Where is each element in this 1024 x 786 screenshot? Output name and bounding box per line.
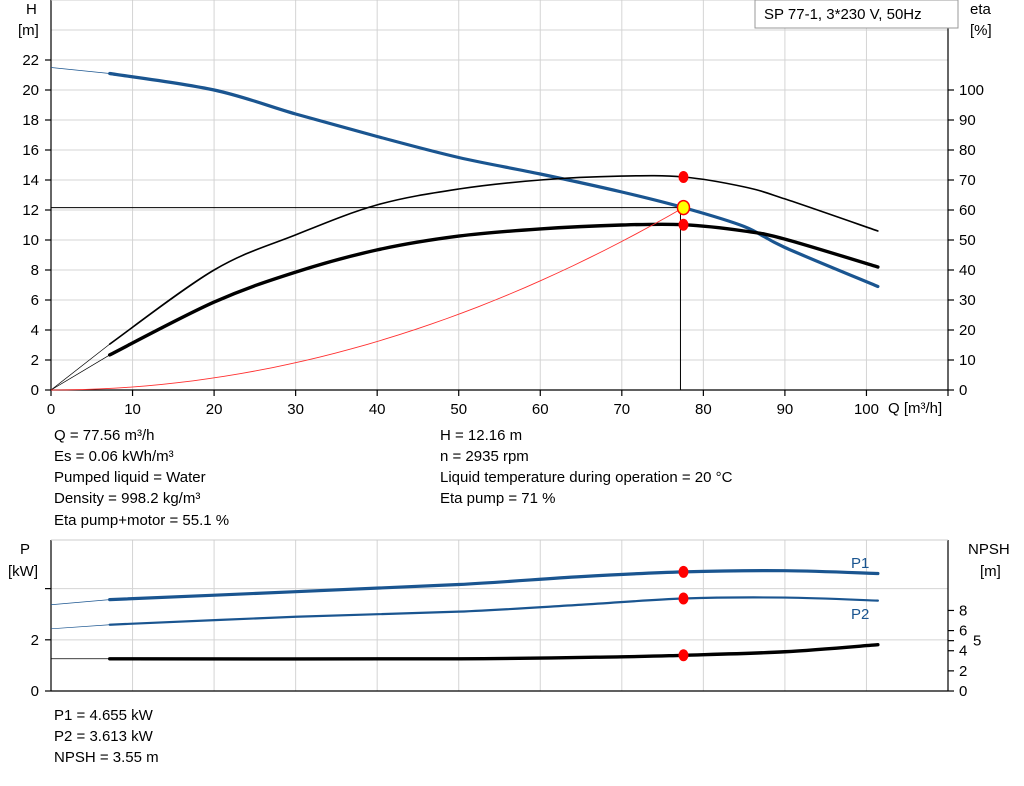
y-right-tick-label: 30 (959, 292, 976, 309)
npsh-curve (108, 642, 880, 661)
info-h: H = 12.16 m (440, 427, 522, 444)
eta-pump-motor-extension (50, 354, 110, 391)
x-tick-label: 70 (613, 401, 630, 418)
y-right-tick-label: 60 (959, 202, 976, 219)
upper-chart: 0 2 4 6 8 10 12 14 16 18 20 22 0 10 20 30 40 50 60 70 80 90 10… (22, 0, 984, 418)
h-axis-title: H (26, 1, 37, 18)
x-tick-label: 20 (206, 401, 223, 418)
x-tick-label: 10 (124, 401, 141, 418)
eta-pump-point (678, 171, 689, 183)
info-eta-pump: Eta pump = 71 % (440, 490, 556, 507)
y-right-tick-label: 0 (959, 683, 967, 700)
y-right-tick-label: 40 (959, 262, 976, 279)
info-eta-pump-motor: Eta pump+motor = 55.1 % (54, 512, 229, 529)
p2-extension (50, 624, 110, 630)
y-right-tick-label: 2 (959, 663, 967, 680)
p-axis-unit: [kW] (8, 563, 38, 580)
y-left-tick-label: 12 (22, 202, 39, 219)
y-right-tick-label: 8 (959, 602, 967, 619)
eta-pump-motor-curve (108, 222, 880, 357)
h-axis-unit: [m] (18, 22, 39, 39)
legend-text: SP 77-1, 3*230 V, 50Hz (764, 6, 922, 23)
y-left-tick-label: 0 (31, 382, 39, 399)
y-right-tick-label: 0 (959, 382, 967, 399)
y-left-tick-label: 2 (31, 352, 39, 369)
info-p1: P1 = 4.655 kW (54, 707, 154, 724)
y-right-tick-label: 80 (959, 142, 976, 159)
x-tick-label: 30 (287, 401, 304, 418)
p1-point (678, 565, 689, 578)
eta-pump-extension (50, 343, 110, 391)
x-tick-label: 100 (854, 401, 879, 418)
x-tick-label: 50 (450, 401, 467, 418)
y-right-tick-label: 4 (959, 643, 967, 660)
info-block: Q = 77.56 m³/h Es = 0.06 kWh/m³ Pumped l… (54, 427, 733, 766)
y-right-tick-label: 6 (959, 623, 967, 640)
y-left-tick-label: 14 (22, 172, 39, 189)
info-temperature: Liquid temperature during operation = 20… (440, 469, 733, 486)
eta-pump-curve (108, 174, 879, 345)
x-tick-label: 80 (695, 401, 712, 418)
lower-chart: 0 2 0 2 456 8 (31, 539, 981, 700)
npsh-point (678, 649, 689, 662)
p2-curve (108, 596, 879, 626)
y-left-tick-label: 16 (22, 142, 39, 159)
info-n: n = 2935 rpm (440, 448, 529, 465)
y-left-tick-label: 0 (31, 683, 39, 700)
h-extension (50, 67, 110, 74)
y-right-tick-label: 10 (959, 352, 976, 369)
x-tick-label: 60 (532, 401, 549, 418)
legend-box: SP 77-1, 3*230 V, 50Hz (754, 0, 959, 29)
y-right-tick-label: 20 (959, 322, 976, 339)
npsh-axis-unit: [m] (980, 563, 1001, 580)
y-right-tick-label: 100 (959, 82, 984, 99)
x-tick-label: 90 (777, 401, 794, 418)
eta-axis-title: eta (970, 1, 992, 18)
p1-extension (50, 599, 110, 606)
q-axis-title: Q [m³/h] (888, 400, 942, 417)
system-curve (50, 207, 684, 391)
info-liquid: Pumped liquid = Water (54, 469, 206, 486)
y-left-tick-label: 8 (31, 262, 39, 279)
eta-axis-unit: [%] (970, 22, 992, 39)
y-right-tick-label: 70 (959, 172, 976, 189)
y-left-tick-label: 2 (31, 632, 39, 649)
y-left-tick-label: 10 (22, 232, 39, 249)
duty-point (676, 199, 691, 216)
y-left-tick-label: 18 (22, 112, 39, 129)
y-left-tick-label: 6 (31, 292, 39, 309)
x-tick-label: 40 (369, 401, 386, 418)
info-density: Density = 998.2 kg/m³ (54, 490, 200, 507)
info-q: Q = 77.56 m³/h (54, 427, 154, 444)
y-left-tick-label: 20 (22, 82, 39, 99)
y-left-tick-label: 22 (22, 52, 39, 69)
p1-curve-label: P1 (851, 555, 869, 572)
x-tick-label: 0 (47, 401, 55, 418)
info-es: Es = 0.06 kWh/m³ (54, 448, 174, 465)
y-right-tick-label: 90 (959, 112, 976, 129)
npsh-axis-title: NPSH (968, 541, 1010, 558)
y-right-tick-label: 5 (973, 633, 981, 650)
p2-point (678, 592, 689, 605)
p2-curve-label: P2 (851, 606, 869, 623)
y-right-tick-label: 50 (959, 232, 976, 249)
p1-curve (108, 569, 880, 602)
info-npsh: NPSH = 3.55 m (54, 749, 159, 766)
eta-pump-motor-point (678, 218, 689, 231)
y-left-tick-label: 4 (31, 322, 39, 339)
p-axis-title: P (20, 541, 30, 558)
info-p2: P2 = 3.613 kW (54, 728, 154, 745)
